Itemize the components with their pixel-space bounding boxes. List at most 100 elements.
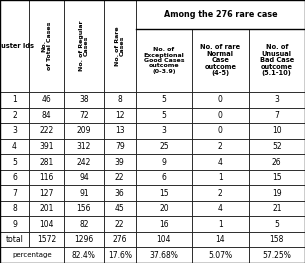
Bar	[136, 139, 192, 154]
Bar	[136, 123, 192, 139]
Bar	[249, 154, 305, 170]
Text: 276: 276	[113, 235, 127, 244]
Bar	[136, 201, 192, 216]
Bar	[29, 201, 64, 216]
Text: 39: 39	[115, 158, 124, 166]
Text: 10: 10	[272, 127, 282, 135]
Text: 5.07%: 5.07%	[208, 251, 232, 260]
Text: 3: 3	[274, 95, 279, 104]
Bar	[29, 139, 64, 154]
Text: 6: 6	[12, 173, 17, 182]
Bar	[64, 123, 104, 139]
Text: 14: 14	[216, 235, 225, 244]
Bar	[104, 0, 136, 92]
Bar	[192, 92, 249, 108]
Text: 20: 20	[159, 204, 169, 213]
Bar	[136, 170, 192, 185]
Bar	[104, 92, 136, 108]
Bar	[192, 108, 249, 123]
Text: 15: 15	[159, 189, 169, 198]
Text: No. of
Exceptional
Good Cases
outcome
(0-3.9): No. of Exceptional Good Cases outcome (0…	[144, 47, 184, 74]
Bar	[104, 201, 136, 216]
Bar	[64, 201, 104, 216]
Text: 38: 38	[79, 95, 89, 104]
Text: 72: 72	[79, 111, 89, 120]
Bar	[0, 123, 29, 139]
Text: 1572: 1572	[37, 235, 56, 244]
Text: 15: 15	[272, 173, 282, 182]
Text: 79: 79	[115, 142, 124, 151]
Text: percentage: percentage	[12, 252, 52, 258]
Bar	[136, 232, 192, 247]
Bar	[0, 247, 64, 263]
Text: 12: 12	[115, 111, 124, 120]
Text: 2: 2	[218, 189, 223, 198]
Bar	[249, 247, 305, 263]
Bar	[192, 185, 249, 201]
Text: 36: 36	[115, 189, 124, 198]
Text: 16: 16	[159, 220, 169, 229]
Bar	[29, 232, 64, 247]
Text: 0: 0	[218, 95, 223, 104]
Text: 1: 1	[218, 173, 223, 182]
Bar	[136, 92, 192, 108]
Bar	[136, 185, 192, 201]
Text: 201: 201	[39, 204, 54, 213]
Text: 158: 158	[270, 235, 284, 244]
Text: 8: 8	[117, 95, 122, 104]
Text: 0: 0	[218, 127, 223, 135]
Text: No.
of Total Cases: No. of Total Cases	[41, 22, 52, 70]
Text: 26: 26	[272, 158, 282, 166]
Bar	[249, 29, 305, 92]
Text: 22: 22	[115, 220, 124, 229]
Bar	[0, 154, 29, 170]
Bar	[136, 154, 192, 170]
Bar	[136, 0, 305, 29]
Bar	[29, 0, 64, 92]
Bar	[0, 216, 29, 232]
Bar	[29, 108, 64, 123]
Bar	[29, 216, 64, 232]
Text: 9: 9	[162, 158, 166, 166]
Bar	[249, 170, 305, 185]
Text: total: total	[5, 235, 23, 244]
Bar	[104, 139, 136, 154]
Text: 3: 3	[12, 127, 17, 135]
Bar	[0, 201, 29, 216]
Bar	[104, 185, 136, 201]
Text: 7: 7	[12, 189, 17, 198]
Text: 21: 21	[272, 204, 282, 213]
Bar	[192, 170, 249, 185]
Text: 82.4%: 82.4%	[72, 251, 96, 260]
Text: 312: 312	[77, 142, 91, 151]
Bar	[0, 108, 29, 123]
Text: No. of Regular
Cases: No. of Regular Cases	[79, 21, 89, 71]
Bar	[104, 170, 136, 185]
Text: 127: 127	[39, 189, 54, 198]
Text: 46: 46	[42, 95, 51, 104]
Bar	[64, 139, 104, 154]
Text: 116: 116	[39, 173, 54, 182]
Text: 5: 5	[162, 95, 166, 104]
Bar	[192, 201, 249, 216]
Bar	[0, 170, 29, 185]
Bar	[64, 185, 104, 201]
Bar	[249, 92, 305, 108]
Text: 94: 94	[79, 173, 89, 182]
Bar	[0, 185, 29, 201]
Bar	[29, 92, 64, 108]
Text: 19: 19	[272, 189, 282, 198]
Bar	[64, 154, 104, 170]
Text: 5: 5	[12, 158, 17, 166]
Text: 0: 0	[218, 111, 223, 120]
Bar	[64, 216, 104, 232]
Text: 6: 6	[162, 173, 166, 182]
Bar	[192, 123, 249, 139]
Text: 104: 104	[39, 220, 54, 229]
Bar	[64, 108, 104, 123]
Bar	[249, 108, 305, 123]
Bar	[136, 247, 192, 263]
Text: 4: 4	[218, 204, 223, 213]
Text: 57.25%: 57.25%	[262, 251, 291, 260]
Bar	[249, 185, 305, 201]
